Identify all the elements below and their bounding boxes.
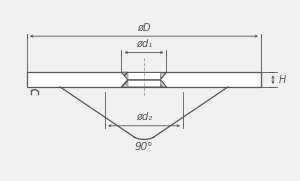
Text: ød₂: ød₂ <box>136 112 152 122</box>
Polygon shape <box>122 72 128 80</box>
Text: H: H <box>279 75 286 85</box>
Text: øD: øD <box>137 22 151 32</box>
Polygon shape <box>27 72 261 87</box>
Text: ød₁: ød₁ <box>136 39 152 49</box>
Polygon shape <box>122 80 167 87</box>
Polygon shape <box>122 80 128 87</box>
Polygon shape <box>160 72 166 80</box>
Text: 90°: 90° <box>135 142 153 152</box>
Polygon shape <box>122 72 167 80</box>
Polygon shape <box>160 80 166 87</box>
